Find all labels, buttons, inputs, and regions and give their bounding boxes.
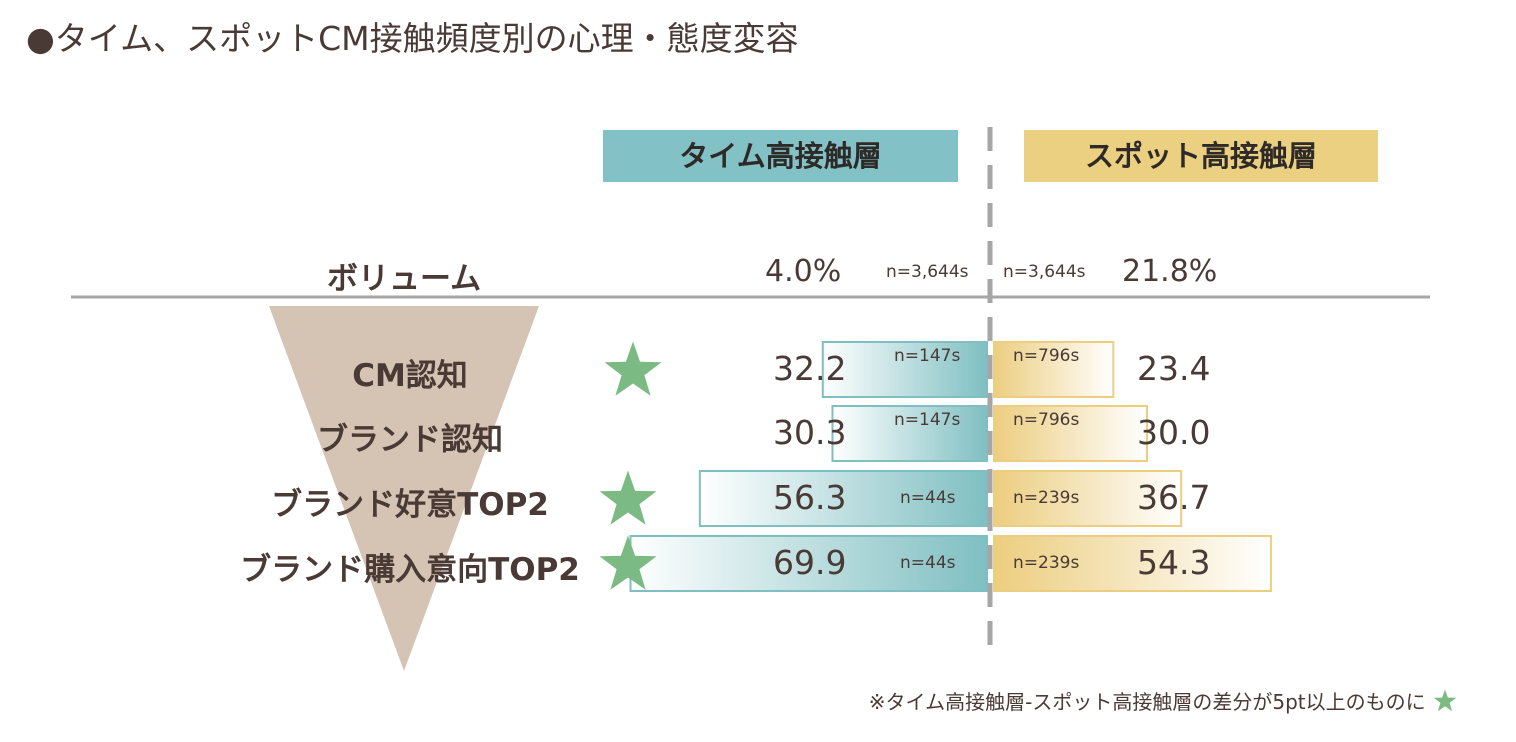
volume-spot-value: 21.8% bbox=[1122, 254, 1218, 289]
time-value-label: 56.3 bbox=[773, 477, 847, 517]
category-label: ブランド認知 bbox=[317, 421, 503, 458]
time-n-label: n=44s bbox=[900, 487, 956, 508]
time-bar bbox=[821, 341, 989, 398]
time-value-label: 30.3 bbox=[773, 412, 847, 452]
volume-time-n: n=3,644s bbox=[886, 262, 969, 282]
time-value-label: 69.9 bbox=[773, 542, 847, 582]
spot-n-label: n=239s bbox=[1013, 552, 1080, 573]
star-icon bbox=[1433, 689, 1457, 712]
spot-bar bbox=[993, 405, 1148, 462]
spot-value-label: 54.3 bbox=[1137, 542, 1211, 582]
category-label: ブランド好意TOP2 bbox=[271, 486, 549, 523]
footnote: ※タイム高接触層-スポット高接触層の差分が5pt以上のものに bbox=[869, 686, 1458, 715]
spot-value-label: 30.0 bbox=[1137, 412, 1211, 452]
page-title: ●タイム、スポットCM接触頻度別の心理・態度変容 bbox=[26, 19, 799, 58]
time-header: タイム高接触層 bbox=[603, 130, 958, 182]
star-icon bbox=[599, 535, 657, 590]
spot-value-label: 36.7 bbox=[1137, 477, 1211, 517]
spot-bar bbox=[993, 535, 1272, 592]
star-icon bbox=[599, 470, 657, 525]
spot-n-label: n=796s bbox=[1013, 346, 1080, 366]
funnel-shape bbox=[269, 306, 539, 671]
category-label: CM認知 bbox=[352, 357, 468, 394]
spot-header: スポット高接触層 bbox=[1024, 130, 1378, 182]
spot-n-label: n=239s bbox=[1013, 487, 1080, 508]
time-value-label: 32.2 bbox=[773, 348, 847, 388]
time-n-label: n=147s bbox=[894, 346, 961, 366]
time-n-label: n=44s bbox=[900, 552, 956, 573]
spot-bar bbox=[993, 341, 1115, 398]
volume-spot-n: n=3,644s bbox=[1003, 262, 1086, 282]
volume-time-value: 4.0% bbox=[765, 254, 842, 289]
volume-label: ボリューム bbox=[327, 261, 482, 297]
spot-bar bbox=[993, 470, 1183, 527]
category-label: ブランド購入意向TOP2 bbox=[240, 551, 580, 588]
time-n-label: n=147s bbox=[894, 410, 961, 430]
time-bar bbox=[698, 470, 988, 527]
star-icon bbox=[604, 341, 662, 396]
spot-value-label: 23.4 bbox=[1137, 348, 1211, 388]
footnote-text: ※タイム高接触層-スポット高接触層の差分が5pt以上のものに bbox=[868, 690, 1426, 714]
time-bar bbox=[831, 405, 988, 462]
spot-n-label: n=796s bbox=[1013, 410, 1080, 430]
